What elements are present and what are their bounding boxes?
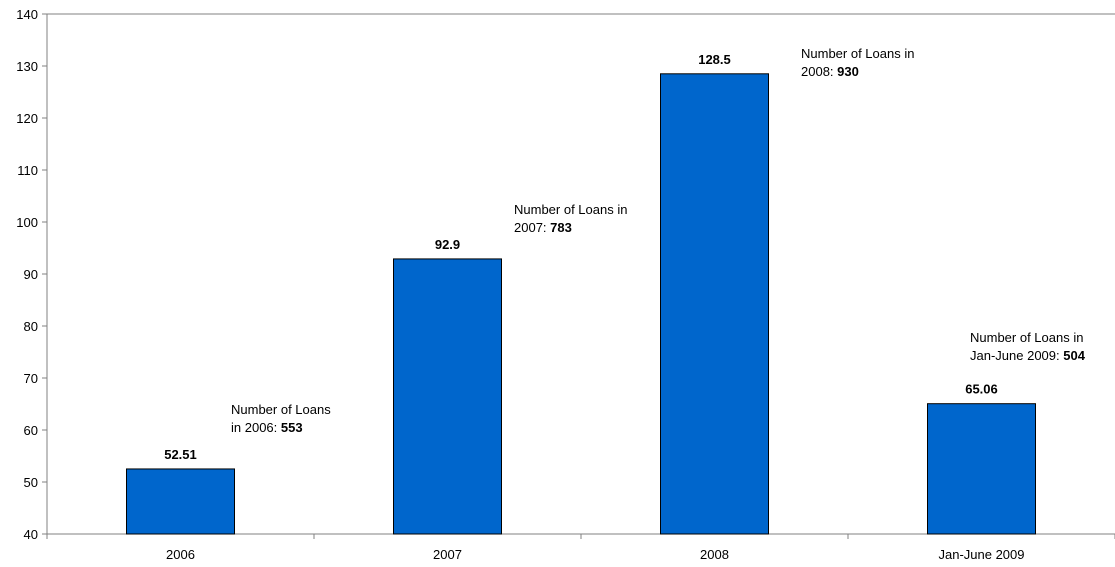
y-tick-label: 110 <box>17 163 38 178</box>
annotation-2008-value: 930 <box>837 64 859 79</box>
x-tick-label: Jan-June 2009 <box>938 547 1024 562</box>
y-tick-label: 60 <box>24 423 38 438</box>
annotation-2009-line2: Jan-June 2009: 504 <box>970 347 1085 365</box>
annotation-2009-line1: Number of Loans in <box>970 330 1084 345</box>
annotation-2006-value: 553 <box>280 420 303 435</box>
annotation-2007-prefix: 2007: <box>514 220 551 235</box>
x-tick-label: 2007 <box>433 547 462 562</box>
y-tick-label: 100 <box>16 215 38 230</box>
y-tick-label: 70 <box>24 371 38 386</box>
y-tick-label: 140 <box>16 7 38 22</box>
x-tick-label: 2006 <box>166 547 195 562</box>
data-label-2: 128.5 <box>698 52 731 67</box>
data-label-3: 65.06 <box>965 382 998 397</box>
y-tick-label: 40 <box>24 527 38 542</box>
annotation-2007: Number of Loans in 2007: 783 <box>514 201 627 237</box>
y-tick-label: 80 <box>24 319 38 334</box>
annotation-2009-prefix: Jan-June 2009: <box>970 348 1064 363</box>
y-tick-label: 120 <box>16 111 38 126</box>
annotation-2008: Number of Loans in 2008: 930 <box>801 45 914 81</box>
y-tick-label: 90 <box>24 267 38 282</box>
annotation-2008-line2: 2008: 930 <box>801 63 914 81</box>
y-tick-label: 50 <box>24 475 38 490</box>
annotation-2007-value: 783 <box>550 220 572 235</box>
bar-2 <box>660 73 769 535</box>
annotation-2008-line1: Number of Loans in <box>801 46 915 61</box>
annotation-2008-prefix: 2008: <box>801 64 838 79</box>
annotation-2006: Number of Loans in 2006: 553 <box>231 401 331 437</box>
bar-0 <box>126 468 235 535</box>
annotation-2007-line2: 2007: 783 <box>514 219 627 237</box>
x-tick-label: 2008 <box>700 547 729 562</box>
bar-3 <box>927 403 1036 535</box>
data-label-0: 52.51 <box>164 447 197 462</box>
annotation-2006-line1: Number of Loans <box>231 402 331 417</box>
annotation-2006-prefix: in 2006: <box>231 420 281 435</box>
y-tick-label: 130 <box>16 59 38 74</box>
data-label-1: 92.9 <box>435 237 460 252</box>
annotation-2009-value: 504 <box>1063 348 1085 363</box>
bar-1 <box>393 258 502 535</box>
annotation-2009: Number of Loans in Jan-June 2009: 504 <box>970 329 1085 365</box>
annotation-2006-line2: in 2006: 553 <box>231 419 331 437</box>
annotation-2007-line1: Number of Loans in <box>514 202 628 217</box>
